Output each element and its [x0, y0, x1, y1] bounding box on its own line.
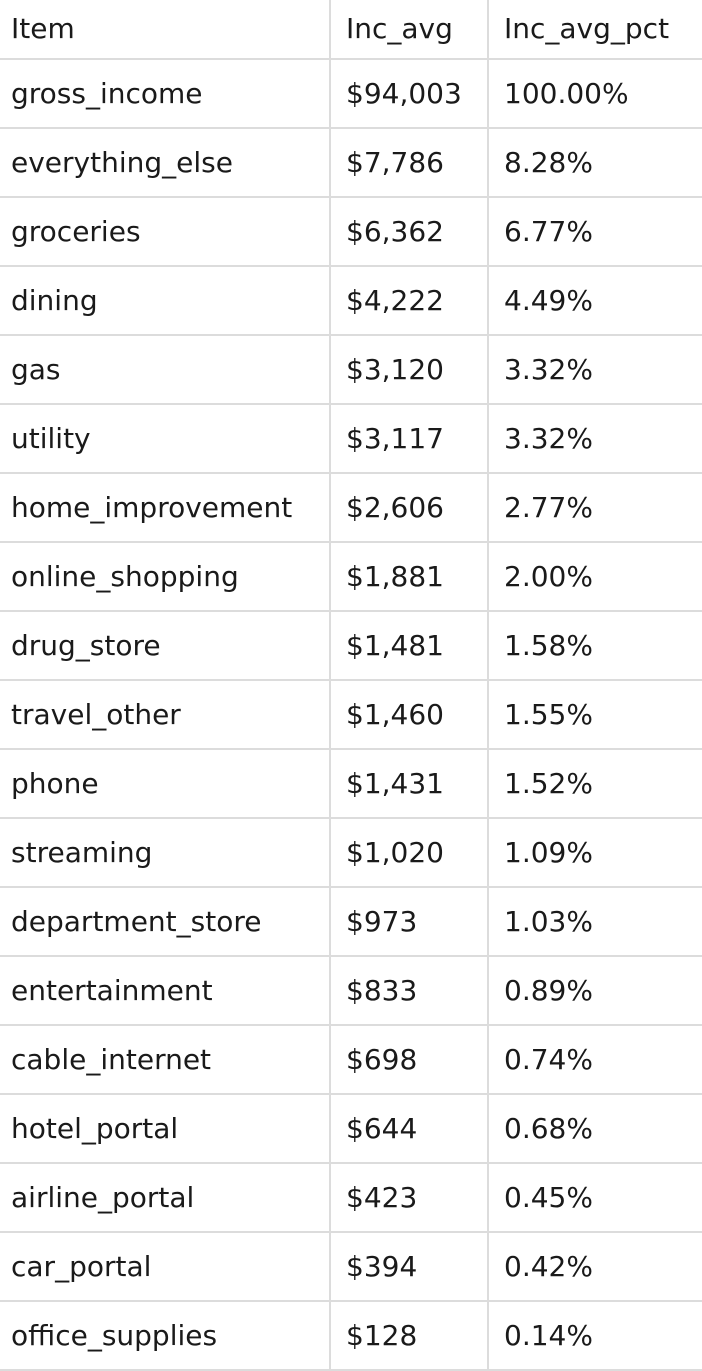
table-row: cable_internet $698 0.74% — [0, 1025, 702, 1095]
cell-inc-avg: $128 — [330, 1301, 489, 1371]
cell-item: streaming — [0, 818, 331, 888]
cell-inc-avg: $4,222 — [330, 266, 489, 336]
cell-item: everything_else — [0, 128, 331, 198]
header-inc-avg: Inc_avg — [330, 0, 489, 60]
cell-inc-avg: $1,431 — [330, 749, 489, 819]
header-row: Item Inc_avg Inc_avg_pct — [0, 0, 702, 60]
table-row: entertainment $833 0.89% — [0, 956, 702, 1026]
cell-item: entertainment — [0, 956, 331, 1026]
table-row: utility $3,117 3.32% — [0, 404, 702, 474]
cell-inc-avg-pct: 2.77% — [488, 473, 702, 543]
cell-inc-avg-pct: 100.00% — [488, 59, 702, 129]
cell-item: drug_store — [0, 611, 331, 681]
table-row: groceries $6,362 6.77% — [0, 197, 702, 267]
cell-inc-avg: $698 — [330, 1025, 489, 1095]
cell-item: office_supplies — [0, 1301, 331, 1371]
table-row: hotel_portal $644 0.68% — [0, 1094, 702, 1164]
cell-inc-avg-pct: 0.89% — [488, 956, 702, 1026]
cell-inc-avg-pct: 1.58% — [488, 611, 702, 681]
cell-inc-avg: $1,460 — [330, 680, 489, 750]
cell-inc-avg: $2,606 — [330, 473, 489, 543]
table-row: online_shopping $1,881 2.00% — [0, 542, 702, 612]
table-row: office_supplies $128 0.14% — [0, 1301, 702, 1371]
cell-inc-avg: $973 — [330, 887, 489, 957]
cell-inc-avg-pct: 1.03% — [488, 887, 702, 957]
cell-inc-avg-pct: 4.49% — [488, 266, 702, 336]
table-row: travel_other $1,460 1.55% — [0, 680, 702, 750]
table-row: gross_income $94,003 100.00% — [0, 59, 702, 129]
cell-inc-avg: $833 — [330, 956, 489, 1026]
header-item: Item — [0, 0, 331, 60]
table-row: department_store $973 1.03% — [0, 887, 702, 957]
cell-inc-avg: $423 — [330, 1163, 489, 1233]
cell-inc-avg-pct: 8.28% — [488, 128, 702, 198]
table-row: home_improvement $2,606 2.77% — [0, 473, 702, 543]
cell-item: phone — [0, 749, 331, 819]
cell-inc-avg: $3,120 — [330, 335, 489, 405]
cell-item: hotel_portal — [0, 1094, 331, 1164]
cell-item: online_shopping — [0, 542, 331, 612]
table-row: phone $1,431 1.52% — [0, 749, 702, 819]
cell-inc-avg-pct: 0.42% — [488, 1232, 702, 1302]
cell-inc-avg: $1,481 — [330, 611, 489, 681]
table-row: car_portal $394 0.42% — [0, 1232, 702, 1302]
table-row: everything_else $7,786 8.28% — [0, 128, 702, 198]
cell-inc-avg-pct: 3.32% — [488, 404, 702, 474]
cell-item: gas — [0, 335, 331, 405]
cell-inc-avg-pct: 6.77% — [488, 197, 702, 267]
cell-item: car_portal — [0, 1232, 331, 1302]
cell-inc-avg-pct: 1.09% — [488, 818, 702, 888]
cell-inc-avg-pct: 0.74% — [488, 1025, 702, 1095]
cell-inc-avg: $7,786 — [330, 128, 489, 198]
table-row: gas $3,120 3.32% — [0, 335, 702, 405]
cell-item: home_improvement — [0, 473, 331, 543]
cell-item: dining — [0, 266, 331, 336]
cell-item: department_store — [0, 887, 331, 957]
table-row: drug_store $1,481 1.58% — [0, 611, 702, 681]
cell-inc-avg-pct: 0.68% — [488, 1094, 702, 1164]
cell-inc-avg: $3,117 — [330, 404, 489, 474]
cell-inc-avg: $1,881 — [330, 542, 489, 612]
cell-inc-avg-pct: 0.45% — [488, 1163, 702, 1233]
cell-item: utility — [0, 404, 331, 474]
table-row: dining $4,222 4.49% — [0, 266, 702, 336]
cell-inc-avg-pct: 0.14% — [488, 1301, 702, 1371]
cell-item: airline_portal — [0, 1163, 331, 1233]
cell-item: groceries — [0, 197, 331, 267]
cell-inc-avg-pct: 1.55% — [488, 680, 702, 750]
cell-item: cable_internet — [0, 1025, 331, 1095]
cell-inc-avg: $6,362 — [330, 197, 489, 267]
cell-item: travel_other — [0, 680, 331, 750]
table-row: streaming $1,020 1.09% — [0, 818, 702, 888]
table-body: gross_income $94,003 100.00% everything_els… — [0, 59, 702, 1371]
cell-inc-avg-pct: 2.00% — [488, 542, 702, 612]
cell-inc-avg: $94,003 — [330, 59, 489, 129]
header-inc-avg-pct: Inc_avg_pct — [488, 0, 702, 60]
cell-item: gross_income — [0, 59, 331, 129]
cell-inc-avg: $644 — [330, 1094, 489, 1164]
table-row: airline_portal $423 0.45% — [0, 1163, 702, 1233]
cell-inc-avg-pct: 1.52% — [488, 749, 702, 819]
cell-inc-avg: $1,020 — [330, 818, 489, 888]
cell-inc-avg: $394 — [330, 1232, 489, 1302]
cell-inc-avg-pct: 3.32% — [488, 335, 702, 405]
